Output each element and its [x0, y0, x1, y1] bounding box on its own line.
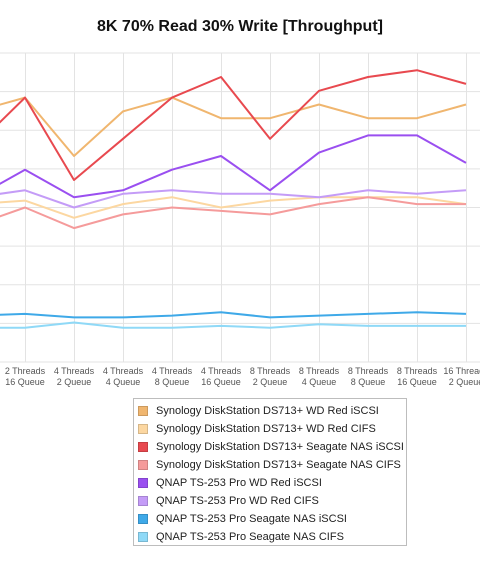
- x-tick-label: 4 Threads 8 Queue: [152, 366, 193, 387]
- x-tick-label: 4 Threads 2 Queue: [54, 366, 95, 387]
- legend-swatch: [138, 514, 148, 524]
- legend-label: Synology DiskStation DS713+ WD Red iSCSI: [156, 405, 379, 417]
- x-tick-label: 2 Threads 16 Queue: [5, 366, 46, 387]
- legend-label: QNAP TS-253 Pro WD Red CIFS: [156, 495, 319, 507]
- series-line-6: [0, 189, 467, 209]
- x-tick-label: 8 Threads 2 Queue: [250, 366, 291, 387]
- legend-label: QNAP TS-253 Pro WD Red iSCSI: [156, 477, 322, 489]
- legend-label: Synology DiskStation DS713+ Seagate NAS …: [156, 459, 401, 471]
- legend-swatch: [138, 478, 148, 488]
- legend-swatch: [138, 496, 148, 506]
- series-line-8: [0, 321, 466, 329]
- legend-swatch: [138, 532, 148, 542]
- legend-swatch: [138, 424, 148, 434]
- chart-series-lines: [0, 69, 467, 329]
- legend-item[interactable]: Synology DiskStation DS713+ WD Red CIFS: [138, 420, 406, 438]
- series-line-7: [0, 311, 467, 319]
- chart-title: 8K 70% Read 30% Write [Throughput]: [97, 18, 383, 35]
- series-line-3: [0, 69, 467, 181]
- legend-label: QNAP TS-253 Pro Seagate NAS CIFS: [156, 531, 344, 543]
- legend-item[interactable]: Synology DiskStation DS713+ WD Red iSCSI: [138, 402, 406, 420]
- x-tick-label: 4 Threads 4 Queue: [103, 366, 144, 387]
- chart-legend: Synology DiskStation DS713+ WD Red iSCSI…: [133, 398, 407, 546]
- legend-swatch: [138, 406, 148, 416]
- legend-label: Synology DiskStation DS713+ Seagate NAS …: [156, 441, 404, 453]
- legend-item[interactable]: Synology DiskStation DS713+ Seagate NAS …: [138, 456, 406, 474]
- x-tick-label: 4 Threads 16 Queue: [201, 366, 242, 387]
- legend-item[interactable]: Synology DiskStation DS713+ Seagate NAS …: [138, 438, 406, 456]
- x-tick-label: 8 Threads 4 Queue: [299, 366, 340, 387]
- series-line-2: [0, 196, 467, 219]
- legend-item[interactable]: QNAP TS-253 Pro WD Red CIFS: [138, 492, 406, 510]
- series-line-5: [0, 134, 467, 199]
- legend-item[interactable]: QNAP TS-253 Pro Seagate NAS CIFS: [138, 528, 406, 546]
- legend-item[interactable]: QNAP TS-253 Pro Seagate NAS iSCSI: [138, 510, 406, 528]
- series-line-4: [0, 196, 466, 230]
- legend-item[interactable]: QNAP TS-253 Pro WD Red iSCSI: [138, 474, 406, 492]
- x-tick-label: 8 Threads 16 Queue: [397, 366, 438, 387]
- legend-label: Synology DiskStation DS713+ WD Red CIFS: [156, 423, 376, 435]
- legend-swatch: [138, 442, 148, 452]
- legend-swatch: [138, 460, 148, 470]
- x-tick-label: 8 Threads 8 Queue: [348, 366, 389, 387]
- legend-label: QNAP TS-253 Pro Seagate NAS iSCSI: [156, 513, 347, 525]
- series-line-1: [0, 96, 467, 157]
